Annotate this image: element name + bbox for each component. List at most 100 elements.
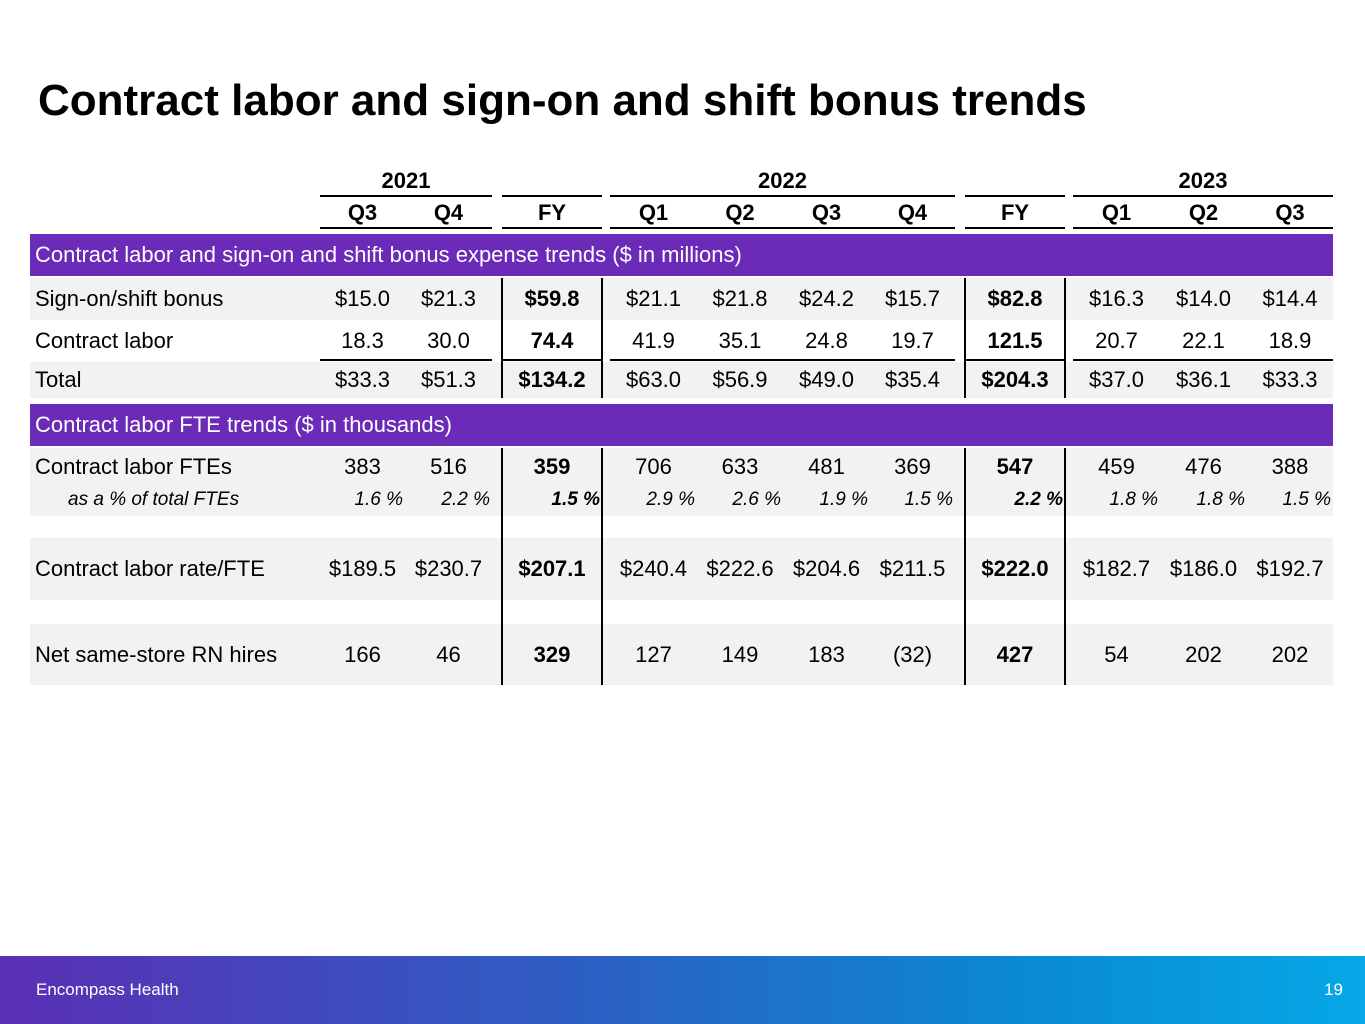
row-label: Net same-store RN hires — [35, 641, 278, 667]
cell: $15.0 — [334, 286, 391, 311]
cell: 127 — [635, 641, 672, 667]
row-label: as a % of total FTEs — [68, 489, 240, 510]
footer-bar: Encompass Health 19 — [0, 956, 1365, 1024]
cell: $63.0 — [625, 367, 682, 392]
page-number: 19 — [1324, 980, 1343, 999]
cell: 35.1 — [718, 328, 762, 353]
rule — [320, 195, 492, 197]
cell: 1.8 % — [1109, 489, 1158, 510]
cell: 2.2 % — [1014, 489, 1063, 510]
cell: 46 — [436, 641, 461, 667]
cell: 1.5 % — [551, 489, 600, 510]
cell: $49.0 — [798, 367, 855, 392]
row-bg — [30, 362, 1333, 398]
rule — [501, 278, 503, 398]
rule — [610, 195, 955, 197]
rule — [964, 278, 966, 398]
rule — [1064, 278, 1066, 398]
column-header: Q2 — [1188, 200, 1219, 225]
rule — [501, 448, 503, 685]
cell: 41.9 — [632, 328, 675, 353]
row-label: Sign-on/shift bonus — [35, 286, 224, 311]
cell: $192.7 — [1256, 556, 1324, 581]
cell: $33.3 — [334, 367, 391, 392]
cell: $35.4 — [884, 367, 941, 392]
cell: $134.2 — [518, 367, 586, 392]
section-heading: Contract labor and sign-on and shift bon… — [35, 242, 742, 267]
row-bg — [30, 448, 1333, 486]
rule — [1073, 359, 1333, 361]
cell: (32) — [892, 641, 933, 667]
cell: $16.3 — [1088, 286, 1145, 311]
cell: 30.0 — [427, 328, 470, 353]
rule — [965, 227, 1065, 229]
cell: 369 — [894, 454, 931, 479]
row-bg — [30, 538, 1333, 600]
cell: 1.5 % — [904, 489, 953, 510]
cell: $21.3 — [420, 286, 477, 311]
cell: 329 — [533, 641, 571, 667]
cell: 1.8 % — [1196, 489, 1245, 510]
rule — [502, 359, 602, 361]
row-label: Contract labor rate/FTE — [35, 556, 265, 581]
column-header: FY — [1000, 200, 1030, 225]
cell: $240.4 — [619, 556, 688, 581]
cell: 19.7 — [891, 328, 934, 353]
cell: $211.5 — [879, 556, 946, 581]
rule — [320, 227, 492, 229]
cell: $24.2 — [798, 286, 855, 311]
column-header: Q4 — [433, 200, 464, 225]
cell: $182.7 — [1082, 556, 1151, 581]
rule — [601, 278, 603, 398]
rule — [502, 195, 602, 197]
section-heading-bar — [30, 404, 1333, 446]
year-header: 2021 — [381, 168, 431, 193]
cell: 18.9 — [1268, 328, 1312, 353]
cell: $222.0 — [981, 556, 1049, 581]
year-header: 2023 — [1178, 168, 1228, 193]
cell: 183 — [808, 641, 845, 667]
column-header: FY — [537, 200, 567, 225]
cell: 18.3 — [341, 328, 384, 353]
column-header: Q3 — [811, 200, 842, 225]
cell: 633 — [721, 454, 759, 479]
cell: $207.1 — [518, 556, 586, 581]
cell: $33.3 — [1262, 367, 1318, 392]
rule — [1064, 448, 1066, 685]
column-header: Q3 — [1275, 200, 1305, 225]
rule — [601, 448, 603, 685]
cell: 388 — [1271, 454, 1309, 479]
cell: $15.7 — [884, 286, 941, 311]
cell: $51.3 — [420, 367, 477, 392]
cell: 427 — [996, 641, 1034, 667]
cell: $37.0 — [1088, 367, 1145, 392]
cell: $222.6 — [706, 556, 774, 581]
rule — [1073, 227, 1333, 229]
cell: 202 — [1271, 641, 1309, 667]
cell: 149 — [721, 641, 759, 667]
cell: 166 — [344, 641, 381, 667]
cell: $204.6 — [792, 556, 861, 581]
rule — [502, 227, 602, 229]
column-header: Q2 — [725, 200, 755, 225]
cell: $36.1 — [1175, 367, 1232, 392]
cell: 74.4 — [530, 328, 574, 353]
column-header: Q1 — [638, 200, 669, 225]
cell: $21.8 — [712, 286, 768, 311]
column-header: Q1 — [1101, 200, 1132, 225]
cell: 516 — [430, 454, 467, 479]
row-label: Total — [35, 367, 82, 392]
slide-title: Contract labor and sign-on and shift bon… — [38, 76, 1087, 125]
cell: $204.3 — [981, 367, 1049, 392]
cell: 706 — [635, 454, 672, 479]
rule — [965, 359, 1065, 361]
cell: $82.8 — [987, 286, 1043, 311]
rule — [610, 227, 955, 229]
cell: 359 — [533, 454, 571, 479]
cell: $189.5 — [328, 556, 397, 581]
column-header: Q3 — [347, 200, 378, 225]
cell: 476 — [1185, 454, 1222, 479]
row-bg — [30, 278, 1333, 320]
row-label: Contract labor FTEs — [35, 454, 232, 479]
